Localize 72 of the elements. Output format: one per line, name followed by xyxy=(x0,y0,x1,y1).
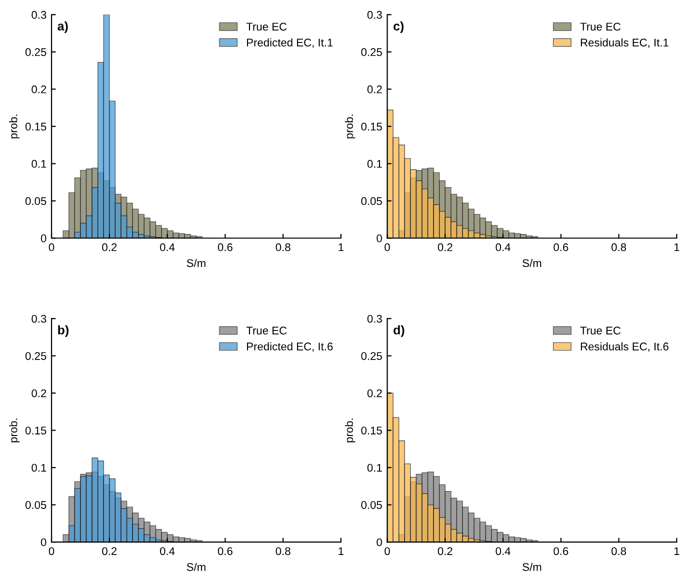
y-tick-label: 0.1 xyxy=(32,464,46,472)
y-tick-label: 0.15 xyxy=(361,122,382,131)
x-tick-label: 0.6 xyxy=(554,547,568,556)
x-tick-label: 0.4 xyxy=(496,547,510,556)
x-tick-label: 0 xyxy=(48,547,54,556)
y-tick-label: 0.1 xyxy=(367,464,382,472)
y-tick-label: 0.15 xyxy=(25,426,46,434)
x-axis-title: S/m xyxy=(522,562,542,571)
y-axis-title: prob. xyxy=(344,418,356,442)
x-tick-label: 1 xyxy=(338,243,344,252)
y-tick-label: 0.25 xyxy=(25,352,46,360)
y-tick-label: 0 xyxy=(40,234,46,242)
x-tick-label: 0.4 xyxy=(160,243,175,252)
legend-label: True EC xyxy=(246,22,287,31)
y-tick-label: 0.2 xyxy=(32,85,46,94)
y-tick-label: 0.3 xyxy=(32,314,46,323)
x-tick-label: 0 xyxy=(384,547,390,556)
x-tick-label: 0.2 xyxy=(102,547,117,556)
y-tick-label: 0.05 xyxy=(25,197,46,206)
y-tick-label: 0 xyxy=(40,538,46,546)
legend-label: True EC xyxy=(580,326,621,335)
y-tick-label: 0.1 xyxy=(367,160,382,168)
y-tick-label: 0.05 xyxy=(361,197,382,206)
legend-label: Residuals EC, It.6 xyxy=(580,342,668,352)
y-axis-title: prob. xyxy=(9,114,20,138)
y-tick-label: 0.15 xyxy=(25,122,46,131)
legend-label: Residuals EC, It.1 xyxy=(580,38,668,48)
x-tick-label: 0.4 xyxy=(160,547,175,556)
y-tick-label: 0.2 xyxy=(32,389,46,398)
y-axis-title: prob. xyxy=(9,418,20,442)
y-tick-label: 0.15 xyxy=(361,426,382,434)
x-tick-label: 0.8 xyxy=(276,547,290,556)
x-tick-label: 0.8 xyxy=(276,243,290,252)
y-tick-label: 0.2 xyxy=(367,85,382,94)
x-axis-title: S/m xyxy=(186,258,206,268)
y-tick-label: 0.25 xyxy=(361,48,382,56)
y-axis-title: prob. xyxy=(344,114,356,138)
x-tick-label: 0.6 xyxy=(218,547,232,556)
x-tick-label: 0.2 xyxy=(438,547,452,556)
legend-label: True EC xyxy=(246,326,287,335)
legend-label: Predicted EC, It.6 xyxy=(247,342,333,352)
x-tick-label: 0.6 xyxy=(218,243,232,252)
y-tick-label: 0.3 xyxy=(367,314,382,323)
x-tick-label: 0.8 xyxy=(612,243,626,252)
annotation: b) xyxy=(58,325,68,337)
x-tick-label: 0.2 xyxy=(102,243,117,252)
legend-label: Predicted EC, It.1 xyxy=(247,38,333,48)
legend-label: True EC xyxy=(580,22,621,31)
x-tick-label: 0.2 xyxy=(438,243,452,252)
x-tick-label: 1 xyxy=(338,547,344,555)
x-axis-title: S/m xyxy=(186,562,206,571)
annotation: d) xyxy=(394,325,404,337)
y-tick-label: 0.3 xyxy=(32,10,46,19)
x-tick-label: 0 xyxy=(384,243,390,252)
x-tick-label: 0.4 xyxy=(496,243,510,252)
annotation: a) xyxy=(58,21,68,34)
y-tick-label: 0 xyxy=(376,538,382,546)
y-tick-label: 0.3 xyxy=(367,10,382,19)
y-tick-label: 0.25 xyxy=(25,48,46,56)
y-tick-label: 0.2 xyxy=(367,389,382,398)
x-axis-title: S/m xyxy=(522,258,542,268)
x-tick-label: 1 xyxy=(674,243,680,252)
y-tick-label: 0.05 xyxy=(25,501,46,509)
y-tick-label: 0.1 xyxy=(32,160,46,168)
x-tick-label: 0.6 xyxy=(554,243,568,252)
y-tick-label: 0 xyxy=(376,234,382,242)
y-tick-label: 0.05 xyxy=(361,501,382,509)
annotation: c) xyxy=(394,21,404,34)
x-tick-label: 1 xyxy=(674,547,680,555)
x-tick-label: 0.8 xyxy=(612,547,626,556)
y-tick-label: 0.25 xyxy=(361,352,382,360)
x-tick-label: 0 xyxy=(48,243,54,252)
